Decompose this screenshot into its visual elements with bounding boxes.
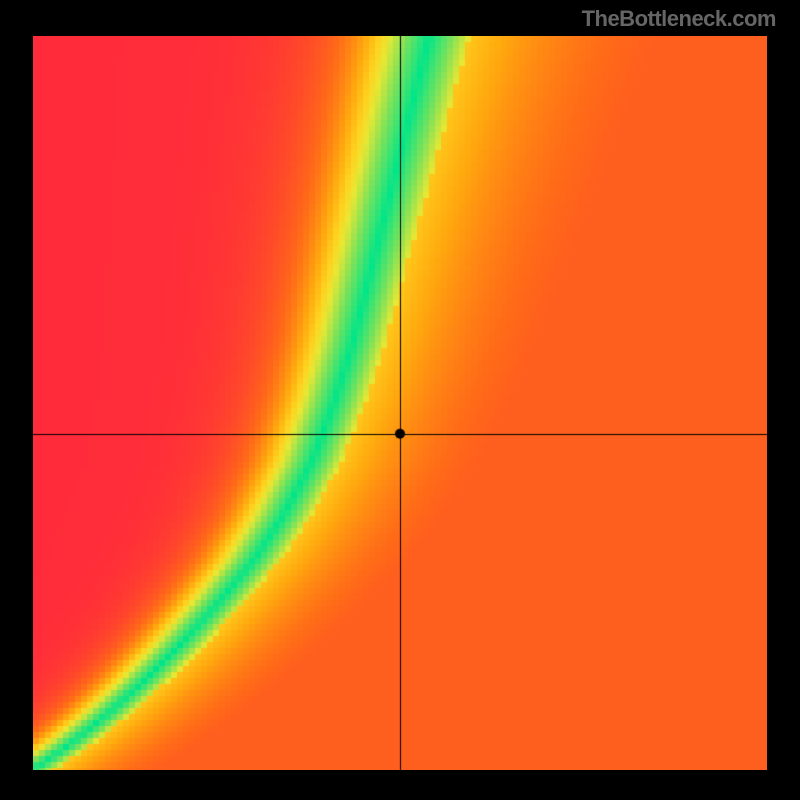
chart-container: TheBottleneck.com bbox=[0, 0, 800, 800]
bottleneck-heatmap bbox=[33, 36, 767, 770]
watermark-text: TheBottleneck.com bbox=[582, 6, 776, 32]
